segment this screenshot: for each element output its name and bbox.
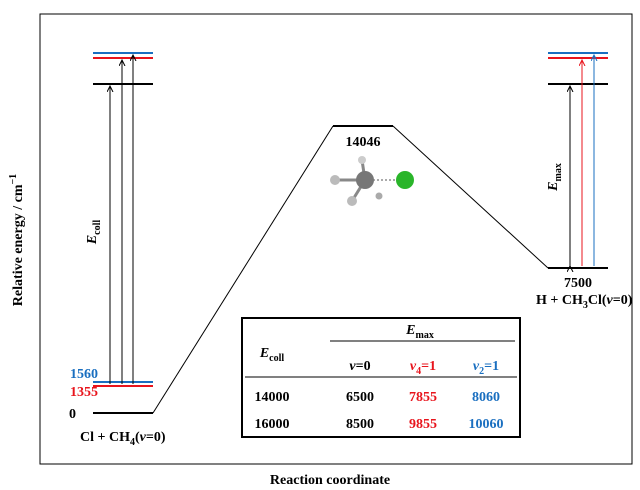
y-axis-label: Relative energy / cm−1 [8, 174, 26, 306]
product-label: H + CH3Cl(v=0) [536, 293, 633, 311]
table-cell: 10060 [469, 417, 504, 432]
table-cell: 7855 [409, 390, 437, 405]
table-cell: 8060 [472, 390, 500, 405]
level-label: 1355 [70, 385, 98, 400]
reactant-label: Cl + CH4(v=0) [80, 430, 166, 448]
level-label: 7500 [564, 276, 592, 291]
table-cell: 8500 [346, 417, 374, 432]
level-label: 14046 [346, 135, 381, 150]
table-cell: 6500 [346, 390, 374, 405]
level-label: 1560 [70, 367, 98, 382]
table-cell: 16000 [255, 417, 290, 432]
x-axis-label: Reaction coordinate [270, 473, 390, 488]
table-header: v=0 [349, 359, 370, 374]
max-energy-label: Emax [546, 163, 564, 192]
molecule [330, 156, 414, 206]
table-cell: 14000 [255, 390, 290, 405]
table-cell: 9855 [409, 417, 437, 432]
level-label: 0 [69, 407, 76, 422]
energy-diagram: Relative energy / cm−1 Reaction coordina… [0, 0, 640, 490]
collision-energy-label: Ecoll [85, 220, 103, 246]
